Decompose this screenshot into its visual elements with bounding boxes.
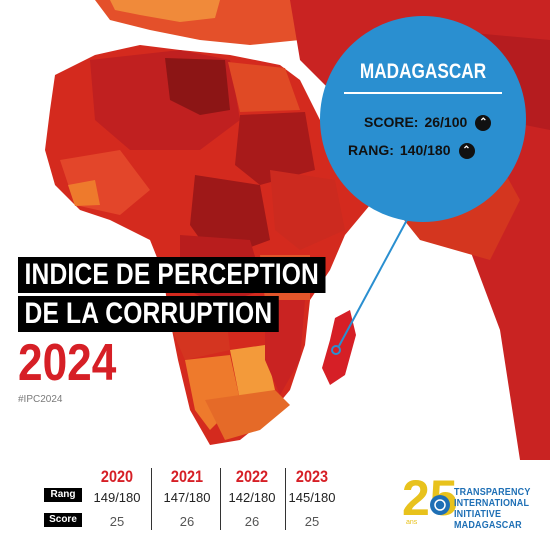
logo-line: INITIATIVE <box>454 509 502 520</box>
logo-numeral: 25 <box>402 470 458 526</box>
year-column: 2020 149/180 25 <box>85 468 149 530</box>
chevron-up-icon: ⌃ <box>475 115 492 132</box>
score-cell: 26 <box>179 514 195 529</box>
row-label-score: Score <box>44 513 82 527</box>
score-cell: 25 <box>109 514 125 529</box>
map-libya <box>165 58 230 115</box>
rank-cell: 142/180 <box>228 490 276 505</box>
column-divider <box>285 468 286 530</box>
map-botswana <box>230 345 275 400</box>
logo-line: INTERNATIONAL <box>454 498 530 509</box>
year-column: 2023 145/180 25 <box>280 468 344 530</box>
score-metric: SCORE: 26/100 ⌃ <box>364 114 514 132</box>
rank-label: RANG: <box>348 142 394 158</box>
rank-value: 140/180 <box>399 142 451 158</box>
rank-cell: 147/180 <box>163 490 211 505</box>
score-value: 26/100 <box>424 114 468 130</box>
map-egypt <box>228 62 300 112</box>
callout-divider <box>344 92 502 94</box>
year-label: 2022 <box>235 467 269 486</box>
year-label: 2023 <box>295 467 329 486</box>
column-divider <box>151 468 152 530</box>
logo-suffix: ans <box>406 519 418 526</box>
year-column: 2021 147/180 26 <box>155 468 219 530</box>
rank-cell: 145/180 <box>288 490 336 505</box>
score-cell: 26 <box>244 514 260 529</box>
score-cell: 25 <box>304 514 320 529</box>
map-east <box>270 170 345 250</box>
globe-icon <box>430 495 450 515</box>
rank-cell: 149/180 <box>93 490 141 505</box>
title-year: 2024 <box>18 334 117 392</box>
map-south-africa <box>205 390 290 440</box>
title-line-1: INDICE DE PERCEPTION <box>18 257 326 293</box>
year-label: 2021 <box>170 467 204 486</box>
callout-connector <box>338 204 416 347</box>
chevron-up-icon: ⌃ <box>458 143 475 160</box>
column-divider <box>220 468 221 530</box>
row-label-rank: Rang <box>44 488 82 502</box>
year-column: 2022 142/180 26 <box>220 468 284 530</box>
hashtag: #IPC2024 <box>18 394 63 405</box>
country-name: MADAGASCAR <box>359 60 487 83</box>
map-europe-north <box>110 0 220 22</box>
ti-madagascar-logo: 25 ans TRANSPARENCY INTERNATIONAL INITIA… <box>400 465 540 531</box>
logo-line: MADAGASCAR <box>454 520 522 531</box>
score-label: SCORE: <box>364 114 419 130</box>
madagascar-marker <box>331 345 341 355</box>
rank-metric: RANG: 140/180 ⌃ <box>348 142 498 160</box>
country-callout: MADAGASCAR SCORE: 26/100 ⌃ RANG: 140/180 ⌃ <box>320 16 526 222</box>
year-label: 2020 <box>100 467 134 486</box>
map-west-small <box>68 180 100 206</box>
map-sudan <box>235 112 315 185</box>
logo-line: TRANSPARENCY <box>454 487 531 498</box>
anniversary-25-logo: 25 ans <box>402 470 458 526</box>
title-line-2: DE LA CORRUPTION <box>18 296 279 332</box>
